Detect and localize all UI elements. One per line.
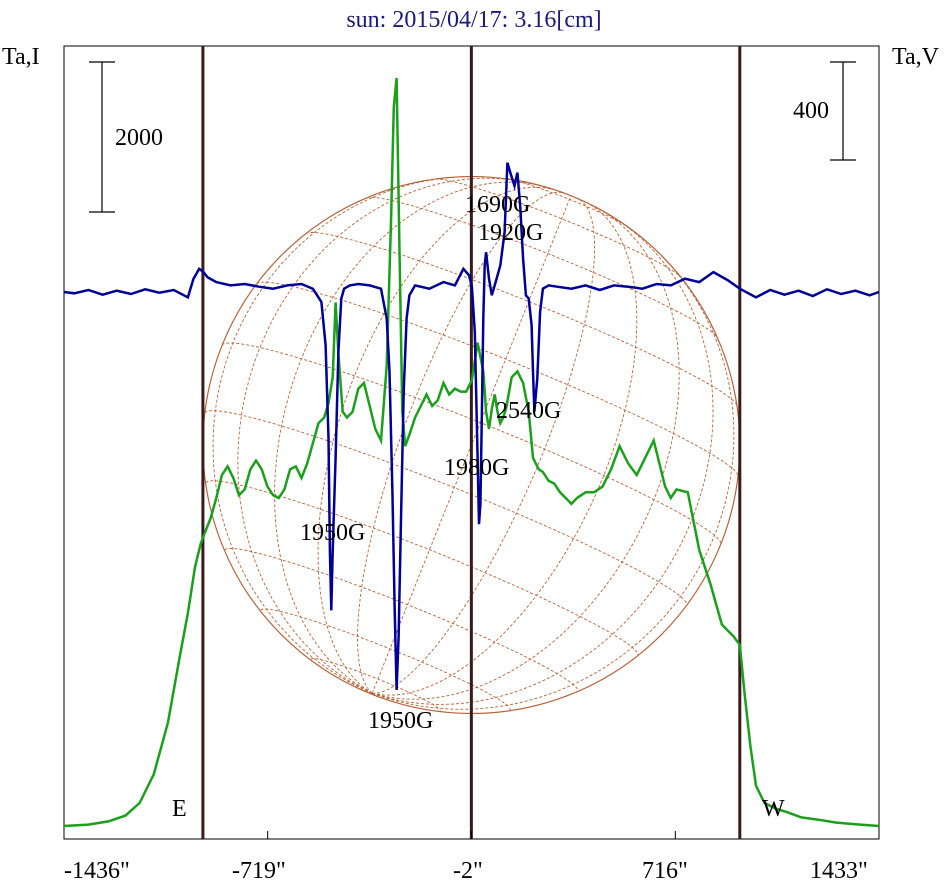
longitude-line <box>274 181 547 694</box>
x-tick-label: 716" <box>642 858 688 884</box>
limb-label-west: W <box>762 796 785 822</box>
annotation-label: 2540G <box>496 398 561 424</box>
annotation-label: 1980G <box>444 455 509 481</box>
longitude-line <box>357 191 565 694</box>
x-tick-label: 1433" <box>810 858 868 884</box>
annotation-label: 1690G <box>465 192 530 218</box>
scale-bar-left-label: 2000 <box>115 125 163 151</box>
annotation-label: 1950G <box>368 708 433 734</box>
limb-label-east: E <box>172 796 187 822</box>
chart-title: sun: 2015/04/17: 3.16[cm] <box>346 7 601 33</box>
y-axis-label-left: Ta,I <box>2 44 40 70</box>
series-line-ta-v <box>63 162 880 691</box>
scale-bar-right <box>830 61 856 161</box>
x-tick-label: -1436" <box>64 858 130 884</box>
latitude-line <box>310 657 441 711</box>
x-tick-marks <box>63 831 880 839</box>
latitude-line <box>305 232 738 407</box>
latitude-line <box>204 410 688 606</box>
scale-bar-right-label: 400 <box>793 98 829 124</box>
longitude-line <box>372 242 735 710</box>
x-tick-label: -719" <box>232 858 286 884</box>
longitude-line <box>317 186 558 694</box>
limb-markers <box>201 46 742 839</box>
scale-bar-left <box>89 61 115 213</box>
longitude-line <box>212 176 484 694</box>
latitude-line <box>256 281 739 477</box>
longitude-line <box>371 195 572 694</box>
annotation-label: 1920G <box>478 220 543 246</box>
x-tick-label: -2" <box>453 858 483 884</box>
latitude-line <box>224 547 579 692</box>
y-axis-label-right: Ta,V <box>892 44 940 70</box>
solar-disk-grid <box>202 175 741 715</box>
longitude-line <box>372 200 638 696</box>
series-line-ta-i <box>63 77 880 828</box>
latitude-line <box>205 480 639 656</box>
latitude-line <box>434 178 682 278</box>
annotation-label: 1950G <box>300 520 365 546</box>
latitude-line <box>366 196 718 339</box>
longitude-line <box>237 177 529 694</box>
longitude-line <box>372 215 714 705</box>
longitude-line <box>372 198 596 694</box>
